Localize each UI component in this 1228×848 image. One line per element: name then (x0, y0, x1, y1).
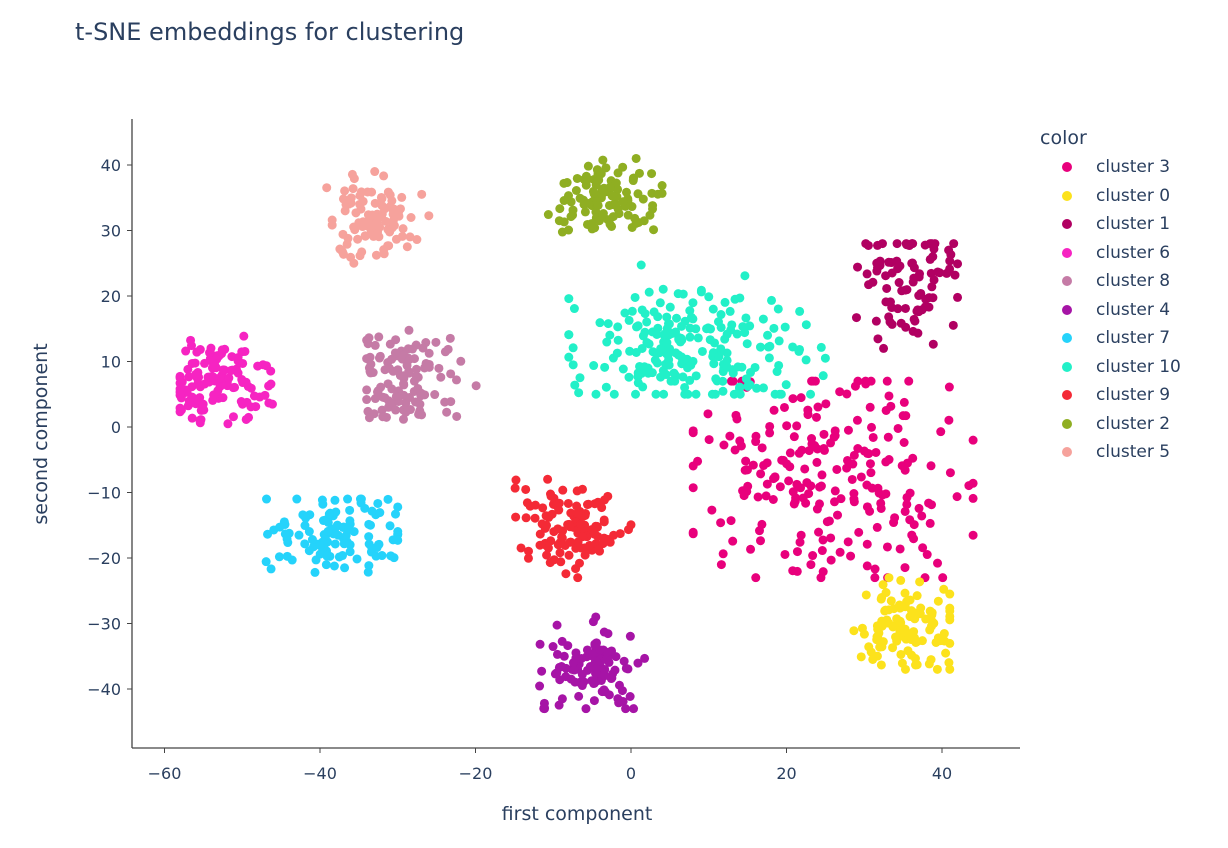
legend-label: cluster 3 (1096, 157, 1171, 178)
series-cluster-0 (849, 573, 955, 674)
chart-title: t-SNE embeddings for clustering (75, 18, 465, 46)
legend-marker-icon (1062, 333, 1072, 344)
series-cluster-2 (543, 153, 667, 237)
legend-marker-icon (1062, 276, 1072, 287)
legend-marker-icon (1062, 190, 1072, 201)
legend-label: cluster 9 (1096, 385, 1171, 406)
legend-label: cluster 0 (1096, 185, 1171, 206)
x-tick-label: 20 (776, 764, 796, 783)
series-cluster-1 (851, 239, 963, 353)
legend-item-cluster-9[interactable]: cluster 9 (1040, 381, 1181, 410)
x-tick-label: −20 (459, 764, 493, 783)
legend-item-cluster-7[interactable]: cluster 7 (1040, 324, 1181, 353)
legend-label: cluster 5 (1096, 442, 1171, 463)
legend-title: color (1040, 127, 1087, 149)
legend-item-cluster-2[interactable]: cluster 2 (1040, 410, 1181, 439)
legend-marker-icon (1062, 219, 1072, 230)
series-cluster-8 (362, 325, 481, 424)
series-cluster-9 (510, 474, 636, 583)
legend-label: cluster 10 (1096, 356, 1181, 377)
legend-marker-icon (1062, 247, 1072, 258)
x-tick-label: 0 (626, 764, 636, 783)
legend-item-cluster-10[interactable]: cluster 10 (1040, 353, 1181, 382)
series-cluster-7 (261, 494, 403, 577)
legend-marker-icon (1062, 304, 1072, 315)
legend-marker-icon (1062, 361, 1072, 372)
legend-marker-icon (1062, 162, 1072, 173)
y-axis-ticks: −40 −30 −20 −10 0 10 20 30 40 (87, 156, 132, 699)
series-cluster-4 (535, 612, 650, 714)
legend-label: cluster 8 (1096, 271, 1171, 292)
data-points (175, 153, 978, 714)
legend-item-cluster-6[interactable]: cluster 6 (1040, 239, 1181, 268)
x-tick-label: −40 (303, 764, 337, 783)
y-axis-title: second component (30, 343, 52, 524)
legend-label: cluster 6 (1096, 242, 1171, 263)
y-tick-label: 20 (101, 287, 121, 306)
legend-items: cluster 3 cluster 0 cluster 1 cluster 6 clus… (1040, 153, 1181, 467)
y-tick-label: −40 (87, 680, 121, 699)
x-axis-title: first component (502, 803, 653, 825)
series-cluster-5 (322, 167, 434, 268)
legend-item-cluster-5[interactable]: cluster 5 (1040, 438, 1181, 467)
series-cluster-10 (564, 260, 830, 399)
y-tick-label: 10 (101, 353, 121, 372)
y-tick-label: 0 (111, 418, 121, 437)
x-tick-label: 40 (932, 764, 952, 783)
y-tick-label: 30 (101, 222, 121, 241)
y-tick-label: −30 (87, 615, 121, 634)
legend-item-cluster-1[interactable]: cluster 1 (1040, 210, 1181, 239)
x-axis-ticks: −60 −40 −20 0 20 40 (148, 748, 952, 783)
legend-marker-icon (1062, 447, 1072, 458)
legend-label: cluster 7 (1096, 328, 1171, 349)
legend-label: cluster 1 (1096, 214, 1171, 235)
series-cluster-3 (688, 376, 978, 583)
y-tick-label: −10 (87, 484, 121, 503)
legend-item-cluster-3[interactable]: cluster 3 (1040, 153, 1181, 182)
legend-item-cluster-8[interactable]: cluster 8 (1040, 267, 1181, 296)
y-tick-label: −20 (87, 549, 121, 568)
y-tick-label: 40 (101, 156, 121, 175)
legend-item-cluster-4[interactable]: cluster 4 (1040, 296, 1181, 325)
legend-marker-icon (1062, 390, 1072, 401)
legend-item-cluster-0[interactable]: cluster 0 (1040, 182, 1181, 211)
x-tick-label: −60 (148, 764, 182, 783)
legend-marker-icon (1062, 418, 1072, 429)
legend-label: cluster 4 (1096, 299, 1171, 320)
legend-label: cluster 2 (1096, 413, 1171, 434)
legend: color cluster 3 cluster 0 cluster 1 cluster… (1040, 127, 1181, 467)
series-cluster-6 (175, 331, 277, 429)
